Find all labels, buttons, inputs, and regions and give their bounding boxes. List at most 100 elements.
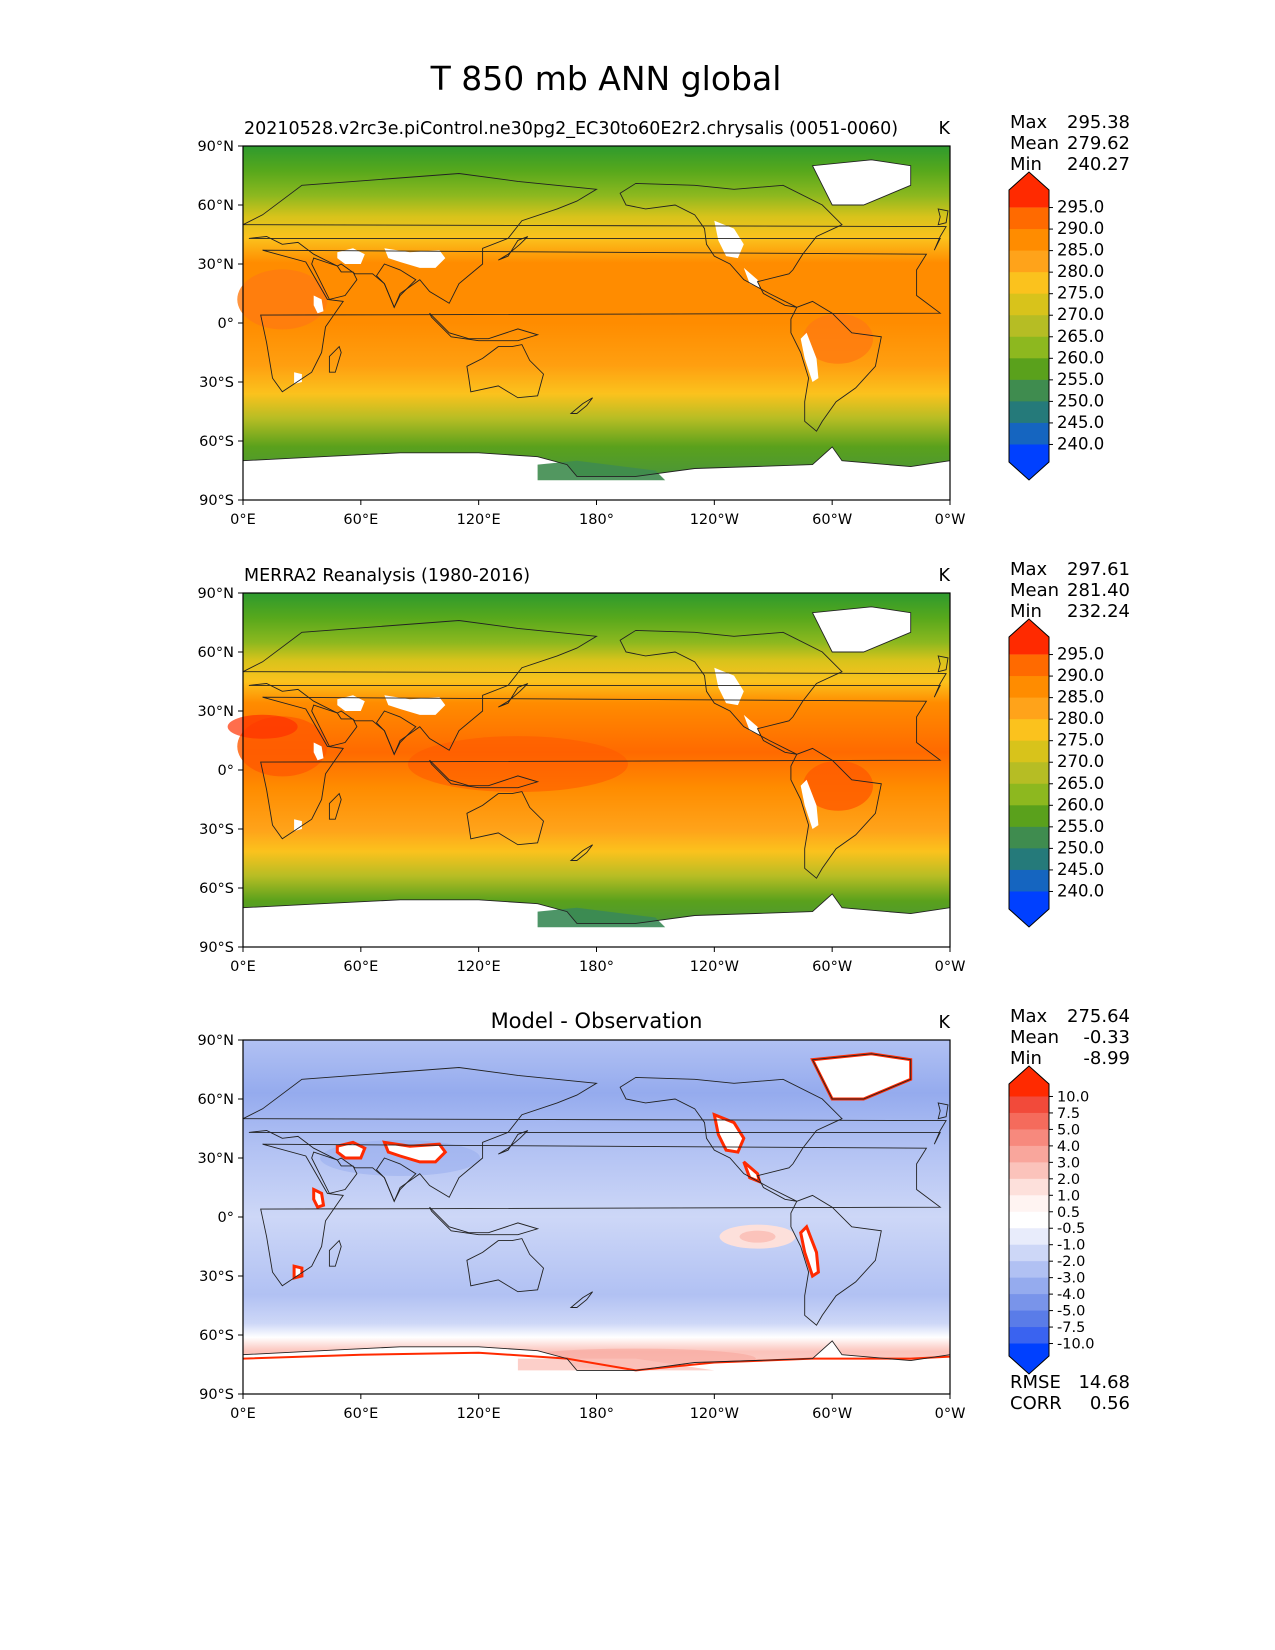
colorbar-swatch xyxy=(1009,1145,1049,1163)
coastline-namerica xyxy=(619,182,843,308)
colorbar-swatch xyxy=(1009,293,1049,316)
x-tick-label: 60°W xyxy=(812,959,852,975)
stat-value-max: 275.64 xyxy=(1067,1006,1130,1027)
panel-units: K xyxy=(939,566,951,586)
colorbar-swatch xyxy=(1009,444,1049,480)
colorbar-label: -5.0 xyxy=(1057,1304,1085,1320)
colorbar-swatch xyxy=(1009,1294,1049,1312)
colorbar-swatch xyxy=(1009,619,1049,655)
colorbar-label: 245.0 xyxy=(1057,860,1104,879)
colorbar-label: 5.0 xyxy=(1057,1122,1080,1138)
colorbar: 295.0 290.0 285.0 280.0 275.0 270.0 265.0 260.0… xyxy=(1008,171,1104,481)
colorbar-label: 275.0 xyxy=(1057,731,1104,750)
colorbar-label: 240.0 xyxy=(1057,434,1104,453)
colorbar-label: 270.0 xyxy=(1057,305,1104,324)
stat-value-min: -8.99 xyxy=(1083,1048,1130,1069)
colorbar-label: 290.0 xyxy=(1057,666,1104,685)
coastline-indonesia xyxy=(429,1206,540,1236)
y-tick-label: 90°N xyxy=(197,139,234,155)
y-tick-label: 90°S xyxy=(199,940,234,956)
coastline-japan xyxy=(498,1130,529,1155)
y-tick-label: 60°S xyxy=(199,434,234,450)
colorbar-label: 240.0 xyxy=(1057,881,1104,900)
y-tick-label: 60°N xyxy=(197,198,234,214)
colorbar-label: 260.0 xyxy=(1057,348,1104,367)
coastline-africa xyxy=(260,249,942,393)
colorbar-swatch xyxy=(1009,315,1049,338)
colorbar-swatch xyxy=(1009,1129,1049,1147)
colorbar-label: 270.0 xyxy=(1057,752,1104,771)
y-tick-label: 90°N xyxy=(197,1033,234,1049)
colorbar-label: 1.0 xyxy=(1057,1188,1080,1204)
stat-value-max: 297.61 xyxy=(1067,559,1130,580)
coastline-indonesia xyxy=(429,759,540,789)
colorbar-label: 10.0 xyxy=(1057,1089,1089,1105)
y-tick-label: 0° xyxy=(218,763,234,779)
colorbar-swatch xyxy=(1009,358,1049,381)
colorbar-swatch xyxy=(1009,1343,1049,1374)
x-tick-label: 60°E xyxy=(343,959,378,975)
coastline-arabia xyxy=(311,257,358,300)
x-tick-label: 0°W xyxy=(935,512,966,528)
stat-label-max: Max xyxy=(1010,559,1048,580)
x-tick-label: 120°W xyxy=(690,959,739,975)
colorbar-swatch xyxy=(1009,272,1049,295)
y-tick-label: 90°S xyxy=(199,493,234,509)
coastline-india xyxy=(375,710,417,756)
map-panel-model: 0°E 60°E 120°E 180° 120°W 60°W 0°W 90°N 60°N 30°N… xyxy=(197,112,1130,528)
colorbar-swatch xyxy=(1009,379,1049,402)
stat-value-min: 240.27 xyxy=(1067,154,1130,175)
colorbar-label: 250.0 xyxy=(1057,391,1104,410)
coastline-samerica xyxy=(790,747,882,879)
coastline-eurasia xyxy=(242,1067,947,1203)
colorbar-swatch xyxy=(1009,740,1049,763)
colorbar-label: 255.0 xyxy=(1057,817,1104,836)
colorbar-label: 245.0 xyxy=(1057,413,1104,432)
coastline-uk xyxy=(937,655,949,673)
colorbar-label: -7.5 xyxy=(1057,1320,1085,1336)
x-tick-label: 0°W xyxy=(935,1406,966,1422)
coastline-australia xyxy=(466,344,545,399)
colorbar-swatch xyxy=(1009,1195,1049,1213)
colorbar-label: 275.0 xyxy=(1057,284,1104,303)
colorbar-swatch xyxy=(1009,1228,1049,1246)
y-tick-label: 30°S xyxy=(199,822,234,838)
coastline-japan xyxy=(498,236,529,261)
stat-label-min: Min xyxy=(1010,1048,1042,1069)
colorbar-swatch xyxy=(1009,805,1049,828)
x-tick-label: 120°E xyxy=(457,512,501,528)
coastline-australia xyxy=(466,791,545,846)
colorbar-label: 4.0 xyxy=(1057,1139,1080,1155)
colorbar-swatch xyxy=(1009,1244,1049,1262)
stat-label-mean: Mean xyxy=(1010,580,1059,601)
x-tick-label: 60°W xyxy=(812,1406,852,1422)
colorbar-swatch xyxy=(1009,676,1049,699)
colorbar-label: 285.0 xyxy=(1057,688,1104,707)
colorbar-swatch xyxy=(1009,336,1049,359)
colorbar-swatch xyxy=(1009,1327,1049,1345)
coastline-japan xyxy=(498,683,529,708)
coastline-india xyxy=(375,263,417,309)
panel-units: K xyxy=(939,119,951,139)
colorbar-label: -2.0 xyxy=(1057,1254,1085,1270)
coastline-eurasia xyxy=(242,173,947,309)
stat-label-min: Min xyxy=(1010,154,1042,175)
colorbar-label: -1.0 xyxy=(1057,1238,1085,1254)
y-tick-label: 0° xyxy=(218,1210,234,1226)
x-tick-label: 120°E xyxy=(457,959,501,975)
colorbar-swatch xyxy=(1009,783,1049,806)
colorbar-label: 295.0 xyxy=(1057,198,1104,217)
y-tick-label: 0° xyxy=(218,316,234,332)
stat-value-rmse: 14.68 xyxy=(1078,1372,1130,1393)
colorbar-swatch xyxy=(1009,1277,1049,1295)
x-tick-label: 180° xyxy=(579,959,614,975)
stat-value-mean: 281.40 xyxy=(1067,580,1130,601)
y-tick-label: 60°S xyxy=(199,1328,234,1344)
colorbar-swatch xyxy=(1009,869,1049,892)
coastline-namerica xyxy=(619,629,843,755)
colorbar-swatch xyxy=(1009,1211,1049,1229)
coastline-namerica xyxy=(619,1076,843,1202)
coastline-eurasia xyxy=(242,620,947,756)
y-tick-label: 90°S xyxy=(199,1387,234,1403)
colorbar-swatch xyxy=(1009,401,1049,424)
